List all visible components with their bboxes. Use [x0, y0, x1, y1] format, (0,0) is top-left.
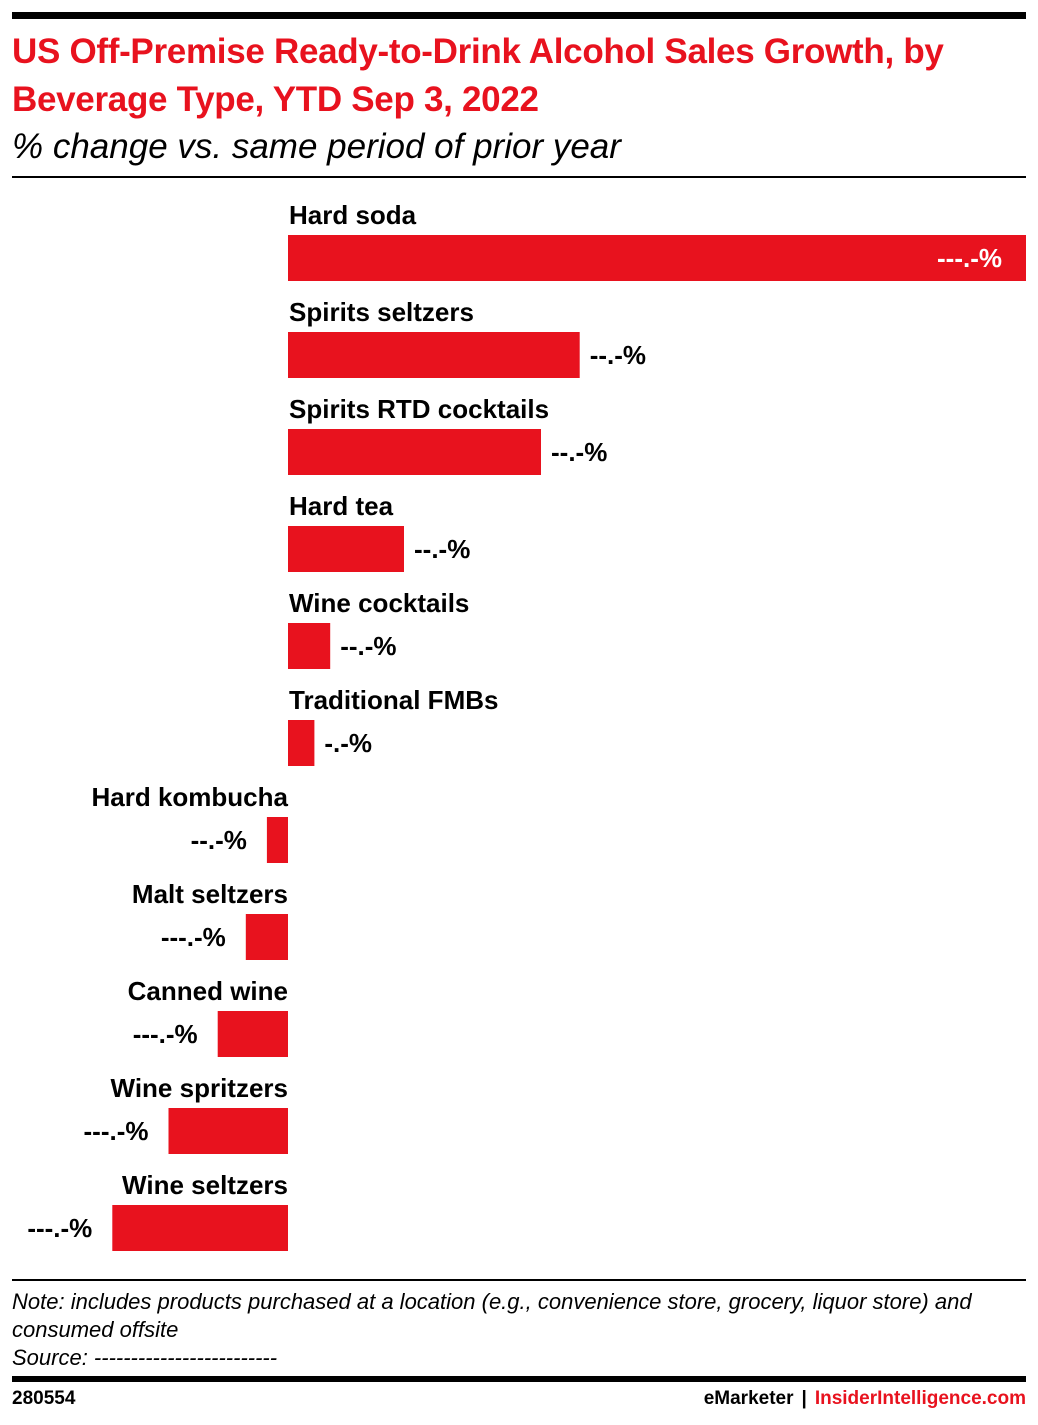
category-label-hard-soda: Hard soda: [289, 200, 417, 230]
bar-canned-wine: [217, 1011, 288, 1057]
brand-emarketer: eMarketer: [703, 1388, 794, 1409]
bar-spirits-rtd-cocktails: [288, 429, 541, 475]
chart-subtitle: % change vs. same period of prior year: [12, 127, 621, 166]
value-label-hard-kombucha: --.-%: [191, 825, 247, 855]
bar-traditional-fmbs: [288, 720, 315, 766]
value-label-spirits-rtd-cocktails: --.-%: [551, 437, 607, 467]
brand-insider-intelligence: InsiderIntelligence.com: [814, 1388, 1026, 1409]
top-rule: [12, 12, 1026, 19]
category-label-spirits-seltzers: Spirits seltzers: [289, 297, 474, 327]
value-label-spirits-seltzers: --.-%: [590, 340, 646, 370]
value-label-wine-cocktails: --.-%: [340, 631, 396, 661]
source-text: Source: -------------------------: [12, 1345, 278, 1370]
bar-hard-kombucha: [266, 817, 288, 863]
chart-notes: Note: includes products purchased at a l…: [12, 1288, 1026, 1372]
bar-malt-seltzers: [245, 914, 288, 960]
header-divider: [12, 176, 1026, 178]
value-label-wine-spritzers: ---.-%: [84, 1116, 149, 1146]
category-label-wine-spritzers: Wine spritzers: [111, 1073, 288, 1103]
category-label-hard-tea: Hard tea: [289, 491, 394, 521]
category-label-wine-cocktails: Wine cocktails: [289, 588, 469, 618]
bar-wine-seltzers: [112, 1205, 288, 1251]
category-label-traditional-fmbs: Traditional FMBs: [289, 685, 498, 715]
value-label-hard-tea: --.-%: [414, 534, 470, 564]
value-label-malt-seltzers: ---.-%: [161, 922, 226, 952]
bar-wine-spritzers: [168, 1108, 288, 1154]
chart-id: 280554: [12, 1388, 76, 1409]
category-label-malt-seltzers: Malt seltzers: [132, 879, 288, 909]
bar-spirits-seltzers: [288, 332, 580, 378]
note-divider: [12, 1279, 1026, 1281]
category-label-spirits-rtd-cocktails: Spirits RTD cocktails: [289, 394, 549, 424]
category-label-wine-seltzers: Wine seltzers: [122, 1170, 288, 1200]
chart-title: US Off-Premise Ready-to-Drink Alcohol Sa…: [12, 32, 944, 119]
note-text: Note: includes products purchased at a l…: [12, 1289, 972, 1342]
bar-chart: Hard soda---.-%Spirits seltzers--.-%Spir…: [27, 200, 1026, 1251]
value-label-wine-seltzers: ---.-%: [27, 1213, 92, 1243]
value-label-hard-soda: ---.-%: [937, 243, 1002, 273]
value-label-canned-wine: ---.-%: [133, 1019, 198, 1049]
category-label-hard-kombucha: Hard kombucha: [92, 782, 289, 812]
value-label-traditional-fmbs: -.-%: [324, 728, 372, 758]
bar-hard-tea: [288, 526, 404, 572]
brand-credit: eMarketer | InsiderIntelligence.com: [704, 1388, 1026, 1410]
footer-rule: [12, 1376, 1026, 1382]
bar-hard-soda: [288, 235, 1026, 281]
category-label-canned-wine: Canned wine: [128, 976, 288, 1006]
brand-separator: |: [801, 1388, 807, 1409]
bar-wine-cocktails: [288, 623, 331, 669]
